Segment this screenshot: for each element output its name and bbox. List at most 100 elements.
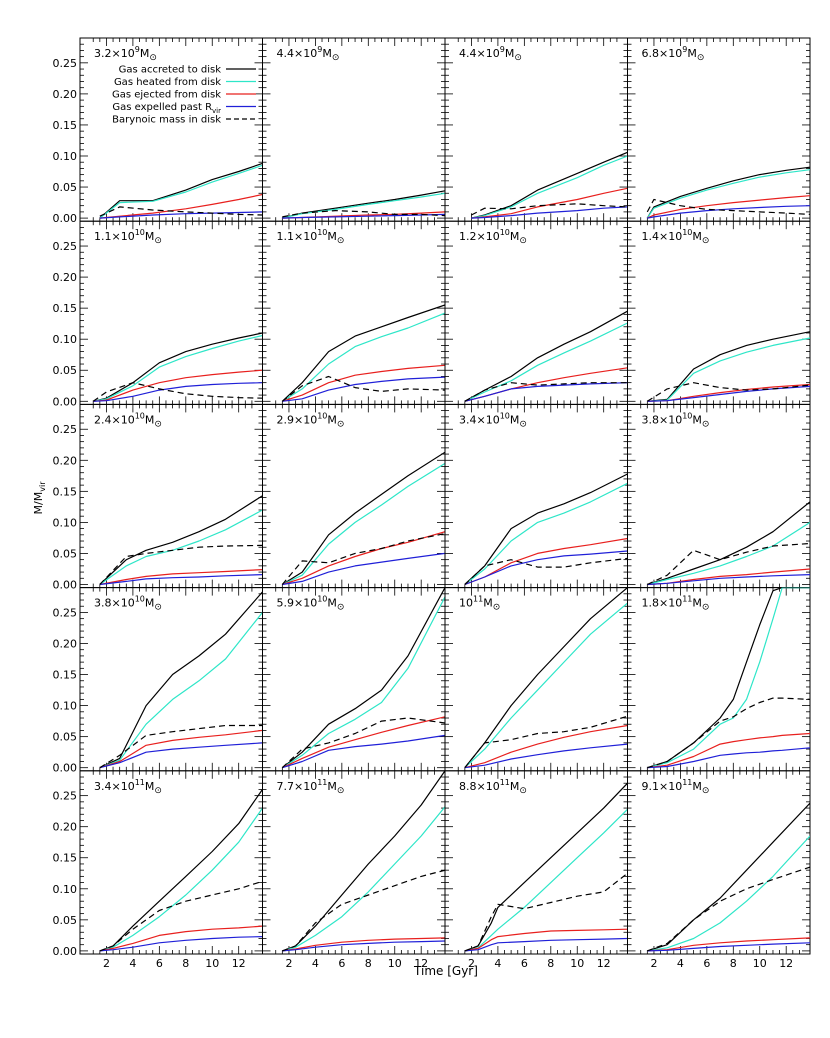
x-tick-label: 6 (156, 957, 163, 970)
panel-12: 3.8×1010M⊙ (627, 403, 811, 589)
axis-ticks (627, 587, 810, 771)
panel-2: 4.4×109M⊙ (262, 37, 446, 222)
y-tick-label: 0.20 (53, 637, 78, 650)
axis-ticks (262, 221, 445, 405)
axis-ticks (262, 587, 445, 771)
x-tick-label: 4 (494, 957, 501, 970)
x-tick-label: 12 (414, 957, 428, 970)
x-tick-label: 10 (388, 957, 402, 970)
panel-5: 0.00 0.05 0.10 0.15 0.20 0.25 1.1×1010M⊙ (53, 220, 263, 408)
series-group (281, 451, 445, 586)
series-baryonic (282, 210, 445, 218)
y-tick-label: 0.10 (53, 516, 78, 529)
y-tick-label: 0.10 (53, 150, 78, 163)
axis-ticks (80, 770, 263, 954)
x-tick-label: 8 (730, 957, 737, 970)
series-group (281, 587, 445, 769)
panel-mass-label: 1.1×1010M⊙ (94, 228, 162, 246)
panel-mass-label: 1.8×1011M⊙ (642, 595, 710, 613)
series-baryonic (99, 724, 263, 769)
series-expelled (93, 382, 263, 402)
series-heated (647, 587, 810, 769)
series-expelled (464, 937, 628, 952)
series-heated (464, 322, 628, 402)
axis-ticks (445, 404, 628, 588)
series-ejected (99, 925, 263, 952)
series-expelled (647, 205, 810, 219)
y-tick-label: 0.00 (53, 578, 78, 591)
series-heated (471, 155, 628, 219)
legend-label: Gas heated from disk (114, 77, 221, 88)
series-group (647, 501, 810, 586)
series-expelled (99, 936, 263, 952)
panel-mass-label: 3.8×1010M⊙ (94, 595, 162, 613)
y-axis-label: M/Mvir (32, 481, 47, 515)
series-heated (281, 312, 445, 402)
panel-frame (627, 770, 811, 955)
x-tick-label: 12 (779, 957, 793, 970)
series-ejected (647, 732, 810, 769)
y-tick-label: 0.25 (53, 423, 78, 436)
panel-mass-label: 1.4×1010M⊙ (642, 228, 710, 246)
series-heated (464, 482, 628, 585)
series-expelled (464, 382, 628, 402)
series-accreted (647, 501, 810, 586)
series-ejected (282, 531, 445, 586)
series-accreted (281, 304, 445, 402)
y-label-sub: vir (38, 481, 47, 492)
series-baryonic (646, 382, 810, 402)
series-expelled (282, 213, 445, 219)
series-group (464, 473, 628, 586)
y-tick-label: 0.25 (53, 57, 78, 70)
y-tick-label: 0.20 (53, 454, 78, 467)
panel-mass-label: 1011M⊙ (459, 595, 500, 613)
series-baryonic (471, 203, 628, 216)
series-accreted (464, 473, 628, 585)
panel-6: 1.1×1010M⊙ (262, 220, 446, 405)
panel-9: 0.00 0.05 0.10 0.15 0.20 0.25 2.4×1010M⊙ (53, 403, 263, 591)
x-axis-label: Time [Gyr] (413, 964, 478, 978)
panel-grid: 0.00 0.05 0.10 0.15 0.20 0.25 3.2×109M⊙ Gas acc… (53, 37, 811, 970)
series-baryonic (99, 880, 263, 952)
x-tick-label: 8 (365, 957, 372, 970)
axis-ticks (445, 221, 628, 405)
series-group (92, 332, 263, 402)
panel-frame (627, 587, 811, 772)
legend-label: Gas expelled past Rvir (112, 102, 221, 115)
series-accreted (99, 789, 263, 952)
series-group (464, 587, 628, 769)
series-accreted (647, 802, 810, 952)
x-tick-label: 10 (570, 957, 584, 970)
x-tick-label: 6 (521, 957, 528, 970)
axis-ticks (262, 404, 445, 588)
y-tick-label: 0.25 (53, 606, 78, 619)
series-expelled (282, 376, 445, 402)
series-baryonic (464, 715, 628, 769)
series-accreted (99, 162, 263, 219)
series-expelled (647, 574, 810, 586)
panel-14: 5.9×1010M⊙ (262, 587, 446, 772)
y-tick-label: 0.05 (53, 181, 78, 194)
series-ejected (464, 537, 628, 586)
x-tick-label: 4 (312, 957, 319, 970)
panel-frame (444, 220, 628, 405)
panel-18: 2 4 6 8 10 12 7.7×1011M⊙ (262, 770, 446, 970)
series-accreted (464, 310, 628, 402)
x-tick-label: 12 (232, 957, 246, 970)
series-group (464, 310, 628, 402)
series-group (647, 587, 810, 769)
panel-mass-label: 4.4×109M⊙ (277, 45, 340, 63)
legend-label: Gas ejected from disk (112, 90, 221, 101)
series-expelled (282, 940, 445, 952)
panel-frame (79, 770, 263, 955)
axis-ticks (627, 770, 810, 954)
x-tick-label: 6 (703, 957, 710, 970)
series-accreted (281, 587, 445, 769)
y-tick-label: 0.05 (53, 547, 78, 560)
series-baryonic (99, 206, 263, 217)
series-ejected (282, 937, 445, 952)
series-expelled (647, 942, 810, 952)
series-heated (646, 169, 810, 219)
